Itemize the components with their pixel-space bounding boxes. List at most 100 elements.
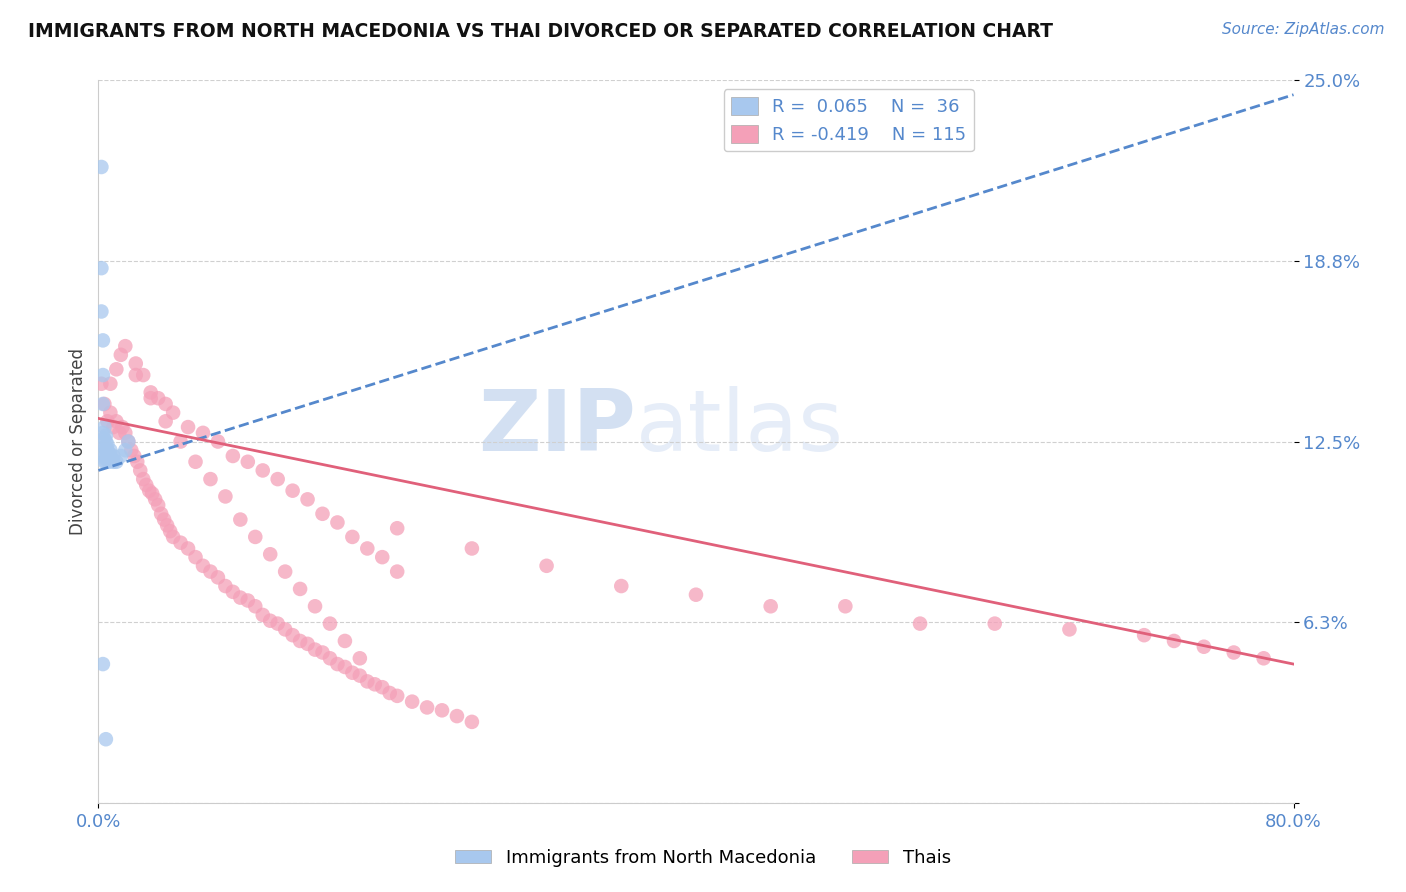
Point xyxy=(132,472,155,486)
Point xyxy=(259,547,281,561)
Point xyxy=(97,446,120,460)
Point xyxy=(94,440,117,454)
Point xyxy=(98,443,122,458)
Point xyxy=(245,599,267,614)
Point xyxy=(148,498,170,512)
Point xyxy=(304,642,326,657)
Point xyxy=(155,414,177,428)
Point xyxy=(319,616,342,631)
Point xyxy=(319,651,342,665)
Point xyxy=(94,434,117,449)
Point xyxy=(105,455,128,469)
Point xyxy=(1223,646,1246,660)
Point xyxy=(91,334,114,348)
Point xyxy=(125,357,148,371)
Point xyxy=(446,709,468,723)
Point xyxy=(90,376,112,391)
Point xyxy=(139,385,162,400)
Point xyxy=(103,449,125,463)
Point xyxy=(245,530,267,544)
Point xyxy=(401,695,423,709)
Point xyxy=(105,362,128,376)
Point xyxy=(132,368,155,382)
Point xyxy=(1253,651,1275,665)
Point xyxy=(148,391,170,405)
Point xyxy=(110,449,132,463)
Point xyxy=(105,414,128,428)
Point xyxy=(1192,640,1215,654)
Point xyxy=(114,443,136,458)
Point xyxy=(156,518,179,533)
Point xyxy=(90,261,112,276)
Point xyxy=(288,582,311,596)
Point xyxy=(90,304,112,318)
Point xyxy=(96,437,118,451)
Point xyxy=(311,646,333,660)
Point xyxy=(91,397,114,411)
Point xyxy=(236,593,259,607)
Point xyxy=(333,634,356,648)
Point xyxy=(281,483,304,498)
Point xyxy=(159,524,181,538)
Point xyxy=(267,616,290,631)
Point xyxy=(135,478,157,492)
Point xyxy=(908,616,931,631)
Point xyxy=(356,541,378,556)
Point xyxy=(98,406,122,420)
Point xyxy=(385,689,409,703)
Text: atlas: atlas xyxy=(637,385,844,468)
Point xyxy=(111,420,134,434)
Point xyxy=(252,463,274,477)
Legend: R =  0.065    N =  36, R = -0.419    N = 115: R = 0.065 N = 36, R = -0.419 N = 115 xyxy=(724,89,974,152)
Point xyxy=(259,614,281,628)
Point xyxy=(101,451,124,466)
Point xyxy=(342,530,364,544)
Point xyxy=(349,651,371,665)
Point xyxy=(90,160,112,174)
Point xyxy=(125,368,148,382)
Point xyxy=(207,434,229,449)
Point xyxy=(138,483,160,498)
Point xyxy=(96,414,118,428)
Point xyxy=(685,588,707,602)
Point xyxy=(326,516,349,530)
Point xyxy=(103,420,125,434)
Point xyxy=(94,429,117,443)
Point xyxy=(143,492,166,507)
Point xyxy=(200,565,222,579)
Point xyxy=(177,420,200,434)
Point xyxy=(342,665,364,680)
Point xyxy=(333,660,356,674)
Point xyxy=(416,700,439,714)
Point xyxy=(184,550,207,565)
Point xyxy=(117,434,139,449)
Point xyxy=(94,443,117,458)
Point xyxy=(536,558,558,573)
Point xyxy=(155,397,177,411)
Point xyxy=(103,455,125,469)
Point xyxy=(162,530,184,544)
Point xyxy=(96,443,118,458)
Point xyxy=(222,584,245,599)
Point xyxy=(274,623,297,637)
Point xyxy=(97,455,120,469)
Point xyxy=(371,550,394,565)
Point xyxy=(349,668,371,682)
Point xyxy=(610,579,633,593)
Point xyxy=(139,391,162,405)
Point xyxy=(236,455,259,469)
Point xyxy=(98,376,122,391)
Point xyxy=(191,558,214,573)
Point xyxy=(94,455,117,469)
Point xyxy=(274,565,297,579)
Point xyxy=(94,732,117,747)
Point xyxy=(141,486,163,500)
Point xyxy=(214,579,236,593)
Point xyxy=(430,703,453,717)
Point xyxy=(169,434,191,449)
Point xyxy=(93,420,115,434)
Point xyxy=(94,449,117,463)
Point xyxy=(91,425,114,440)
Point xyxy=(311,507,333,521)
Y-axis label: Divorced or Separated: Divorced or Separated xyxy=(69,348,87,535)
